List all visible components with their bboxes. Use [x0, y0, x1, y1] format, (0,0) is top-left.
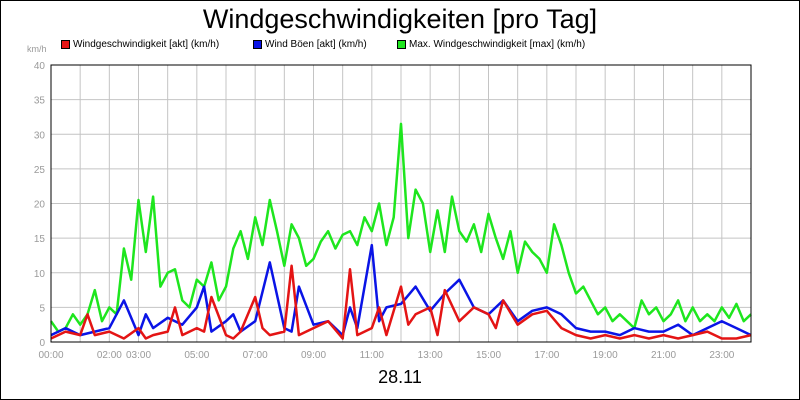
legend-item-boeen: Wind Böen [akt] (km/h): [253, 39, 367, 50]
x-tick-label: 23:00: [709, 350, 734, 361]
x-tick-label: 05:00: [184, 350, 209, 361]
legend-label-max: Max. Windgeschwindigkeit [max] (km/h): [409, 39, 586, 50]
x-tick-label: 03:00: [126, 350, 151, 361]
y-tick-label: 35: [34, 96, 46, 107]
y-tick-label: 10: [34, 269, 46, 280]
plot-area-border: [50, 64, 752, 343]
x-tick-label: 21:00: [651, 350, 676, 361]
x-tick-label: 13:00: [418, 350, 443, 361]
x-tick-label: 11:00: [360, 350, 385, 361]
legend-item-akt: Windgeschwindigkeit [akt] (km/h): [61, 39, 219, 50]
x-tick-label: 19:00: [593, 350, 618, 361]
legend-item-max: Max. Windgeschwindigkeit [max] (km/h): [397, 39, 585, 50]
chart-date-label: 28.11: [378, 367, 422, 387]
series-line-akt: [50, 264, 752, 340]
x-tick-label: 09:00: [301, 350, 326, 361]
y-tick-label: 30: [34, 130, 46, 141]
y-tick-label: 5: [39, 303, 45, 314]
x-tick-label: 15:00: [476, 350, 501, 361]
legend-swatch-max: [397, 40, 406, 49]
series-line-boeen: [50, 243, 752, 337]
legend-swatch-akt: [61, 40, 70, 49]
y-unit-label: km/h: [27, 44, 47, 54]
legend-label-akt: Windgeschwindigkeit [akt] (km/h): [73, 39, 220, 50]
y-tick-label: 15: [34, 234, 46, 245]
y-tick-label: 20: [34, 200, 46, 211]
x-tick-label: 02:00: [97, 350, 122, 361]
y-tick-label: 0: [39, 338, 45, 349]
y-tick-label: 40: [34, 61, 46, 72]
y-tick-label: 25: [34, 165, 46, 176]
legend-label-boeen: Wind Böen [akt] (km/h): [265, 39, 367, 50]
x-tick-label: 00:00: [38, 350, 63, 361]
chart-title: Windgeschwindigkeiten [pro Tag]: [202, 4, 598, 34]
legend-swatch-boeen: [253, 40, 262, 49]
x-tick-label: 07:00: [243, 350, 268, 361]
x-tick-label: 17:00: [534, 350, 559, 361]
